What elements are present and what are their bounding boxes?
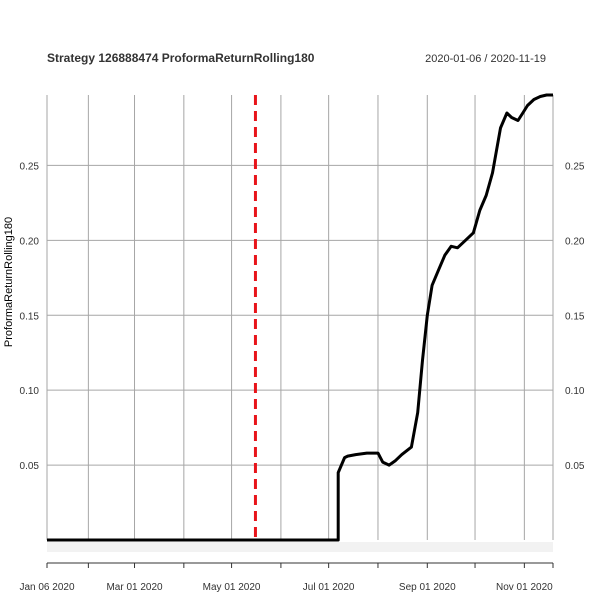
gridlines — [46, 95, 554, 540]
baseline-band — [47, 542, 553, 552]
y-tick-label-right: 0.10 — [565, 386, 585, 397]
y-tick-label-left: 0.20 — [20, 236, 40, 247]
y-tick-label-left: 0.15 — [20, 311, 40, 322]
x-tick-label: Nov 01 2020 — [496, 582, 553, 593]
date-range-label: 2020-01-06 / 2020-11-19 — [425, 53, 546, 65]
series-layer — [47, 93, 553, 542]
tick-labels: 0.05 0.05 0.10 0.10 0.15 0.15 0.20 0.20 0.25 0.25… — [19, 161, 584, 593]
x-tick-label: Mar 01 2020 — [106, 582, 163, 593]
series-line — [47, 93, 553, 542]
x-tick-label: Sep 01 2020 — [399, 582, 456, 593]
chart-title: Strategy 126888474 ProformaReturnRolling… — [47, 51, 315, 65]
x-tick-label: Jul 01 2020 — [303, 582, 355, 593]
y-tick-label-left: 0.25 — [20, 161, 40, 172]
y-axis-label: ProformaReturnRolling180 — [3, 217, 15, 347]
y-tick-label-right: 0.20 — [565, 236, 585, 247]
y-tick-label-left: 0.05 — [20, 461, 40, 472]
y-tick-label-left: 0.10 — [20, 386, 40, 397]
y-tick-label-right: 0.25 — [565, 161, 585, 172]
y-tick-label-right: 0.05 — [565, 461, 585, 472]
x-tick-label: Jan 06 2020 — [19, 582, 74, 593]
y-tick-label-right: 0.15 — [565, 311, 585, 322]
axes — [46, 542, 554, 568]
x-tick-label: May 01 2020 — [203, 582, 261, 593]
